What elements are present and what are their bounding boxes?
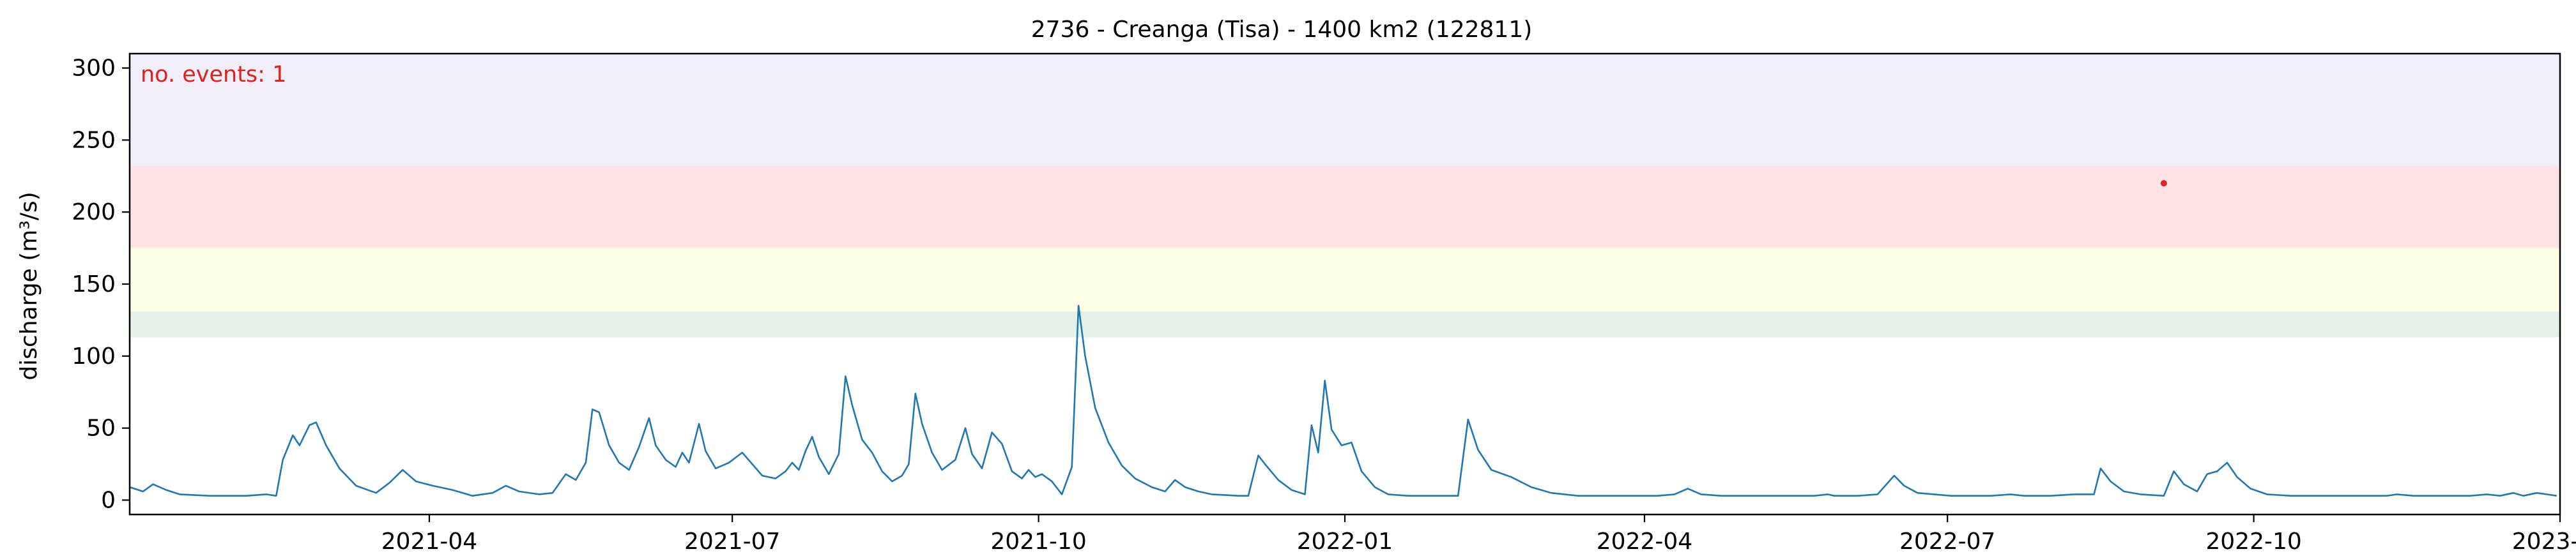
y-tick-label: 50: [86, 416, 116, 442]
y-tick-label: 150: [72, 271, 116, 297]
x-tick-label: 2022-07: [1899, 529, 1995, 555]
y-tick-label: 0: [101, 487, 116, 513]
threshold-bands: [130, 54, 2560, 338]
discharge-series-line: [129, 304, 2557, 497]
x-tick-label: 2022-10: [2205, 529, 2301, 555]
plot-area: no. events: 1: [128, 52, 2561, 516]
threshold-band-1: [130, 311, 2560, 338]
x-tick-label: 2023-01: [2512, 529, 2576, 555]
y-tick-label: 300: [72, 56, 116, 82]
threshold-band-3: [130, 165, 2560, 248]
x-tick-label: 2022-04: [1597, 529, 1692, 555]
series-group: [129, 304, 2557, 497]
event-marker: [2160, 180, 2167, 187]
x-tick-label: 2022-01: [1297, 529, 1393, 555]
y-axis-title: discharge (m³/s): [16, 192, 42, 380]
y-tick-label: 200: [72, 199, 116, 225]
x-tick-label: 2021-07: [684, 529, 780, 555]
y-tick-label: 100: [72, 343, 116, 370]
x-axis: 2021-04 2021-07 2021-10 2022-01 2022-04 2022-…: [381, 515, 2576, 555]
events-annotation: no. events: 1: [141, 62, 286, 87]
x-tick-label: 2021-04: [381, 529, 477, 555]
threshold-band-2: [130, 248, 2560, 312]
y-tick-label: 250: [72, 127, 116, 153]
event-markers: [2160, 180, 2167, 187]
chart-title: 2736 - Creanga (Tisa) - 1400 km2 (122811…: [1031, 17, 1533, 43]
x-tick-label: 2021-10: [990, 529, 1086, 555]
threshold-band-4: [130, 54, 2560, 166]
y-axis: 0 50 100 150 200 250 300: [72, 56, 130, 513]
